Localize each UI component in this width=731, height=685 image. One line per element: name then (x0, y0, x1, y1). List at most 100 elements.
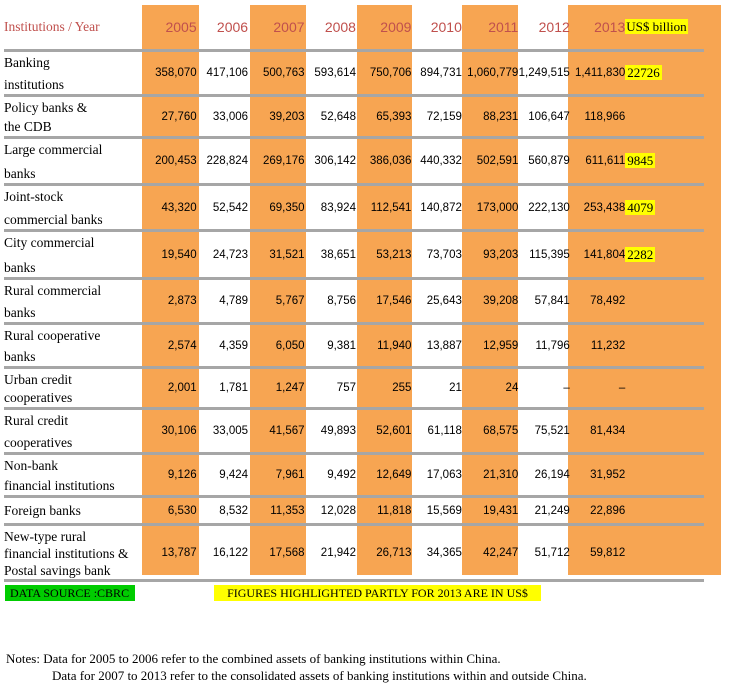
value-cell-2008: 12,028 (304, 496, 356, 526)
value-cell-2012: – (518, 367, 570, 410)
usd-cell (625, 278, 704, 325)
value-cell-2007: 269,176 (248, 137, 305, 186)
value-cell-2007: 6,050 (248, 323, 305, 369)
value-cell-2011: 1,060,779 (461, 49, 519, 97)
value-cell-2005: 43,320 (143, 184, 197, 232)
value-cell-2010: 25,643 (411, 278, 462, 325)
row-label: Rural commercial banks (4, 278, 144, 325)
year-2011: 2011 (488, 19, 519, 35)
row-label-line: financial institutions (4, 477, 115, 493)
row-label-line: Foreign banks (4, 503, 81, 518)
value-cell-2006: 24,723 (196, 230, 249, 280)
table-row: Urban credit cooperatives 2,001 1,781 1,247 7… (4, 367, 704, 410)
value-cell-2010: 72,159 (411, 95, 462, 139)
row-label-line: Non-bank (4, 457, 58, 473)
usd-cell: 9845 (625, 137, 704, 186)
value-cell-2013: – (569, 367, 626, 410)
row-label-line: banks (4, 348, 36, 364)
table-row: Rural commercial banks 2,873 4,789 5,767 8,75… (4, 278, 704, 325)
value-cell-2010: 440,332 (411, 137, 462, 186)
value-cell-2008: 49,893 (304, 408, 356, 455)
value-cell-2011: 88,231 (461, 95, 519, 139)
value-cell-2008: 9,492 (304, 453, 356, 498)
year-2006: 2006 (216, 19, 249, 35)
assets-table: Institutions / Year 2005 2006 2007 2008 … (4, 5, 704, 582)
value-cell-2005: 13,787 (143, 524, 197, 582)
row-label: Joint-stock commercial banks (4, 184, 144, 232)
value-cell-2007: 17,568 (248, 524, 305, 582)
table-row: Policy banks & the CDB 27,760 33,006 39,203 5… (4, 95, 704, 139)
value-cell-2009: 255 (355, 367, 412, 410)
value-cell-2013: 1,411,830 (569, 49, 626, 97)
value-cell-2010: 894,731 (411, 49, 462, 97)
value-cell-2013: 611,611 (569, 137, 626, 186)
row-label-line: the CDB (4, 118, 52, 134)
year-2008: 2008 (324, 19, 356, 35)
note-line-2: Data for 2007 to 2013 refer to the conso… (52, 668, 587, 683)
row-label: City commercial banks (4, 230, 144, 280)
row-label-line: financial institutions & (4, 545, 129, 561)
row-label: Rural credit cooperatives (4, 408, 144, 455)
row-label-line: City commercial (4, 234, 95, 250)
usd-cell (625, 95, 704, 139)
value-cell-2008: 52,648 (304, 95, 356, 139)
value-cell-2010: 21 (411, 367, 462, 410)
value-cell-2005: 2,001 (143, 367, 197, 410)
value-cell-2007: 1,247 (248, 367, 305, 410)
usd-value: 4079 (625, 199, 656, 215)
value-cell-2005: 2,574 (143, 323, 197, 369)
usd-cell (625, 453, 704, 498)
value-cell-2005: 9,126 (143, 453, 197, 498)
value-cell-2012: 106,647 (518, 95, 570, 139)
value-cell-2013: 118,966 (569, 95, 626, 139)
row-label: Policy banks & the CDB (4, 95, 144, 139)
data-source-label: DATA SOURCE :CBRC (5, 585, 135, 601)
value-cell-2010: 73,703 (411, 230, 462, 280)
header-institutions-year: Institutions / Year (4, 19, 100, 34)
row-label: Foreign banks (4, 496, 144, 526)
value-cell-2008: 757 (304, 367, 356, 410)
value-cell-2006: 417,106 (196, 49, 249, 97)
value-cell-2008: 21,942 (304, 524, 356, 582)
value-cell-2013: 81,434 (569, 408, 626, 455)
value-cell-2006: 16,122 (196, 524, 249, 582)
value-cell-2011: 39,208 (461, 278, 519, 325)
usd-cell (625, 524, 704, 582)
value-cell-2013: 31,952 (569, 453, 626, 498)
value-cell-2008: 9,381 (304, 323, 356, 369)
value-cell-2005: 27,760 (143, 95, 197, 139)
table-row: City commercial banks 19,540 24,723 31,521 38… (4, 230, 704, 280)
table-row: Large commercial banks 200,453 228,824 269,1… (4, 137, 704, 186)
row-label-line: banks (4, 259, 36, 275)
value-cell-2006: 4,359 (196, 323, 249, 369)
value-cell-2008: 83,924 (304, 184, 356, 232)
usd-header: US$ billion (625, 5, 704, 51)
value-cell-2005: 200,453 (143, 137, 197, 186)
value-cell-2011: 24 (461, 367, 519, 410)
value-cell-2006: 52,542 (196, 184, 249, 232)
row-label-line: Rural cooperative (4, 327, 101, 343)
header-row: Institutions / Year 2005 2006 2007 2008 … (4, 5, 704, 51)
usd-cell (625, 323, 704, 369)
value-cell-2012: 26,194 (518, 453, 570, 498)
value-cell-2013: 22,896 (569, 496, 626, 526)
usd-cell (625, 496, 704, 526)
value-cell-2006: 4,789 (196, 278, 249, 325)
usd-cell: 22726 (625, 49, 704, 97)
value-cell-2012: 560,879 (518, 137, 570, 186)
row-label-line: New-type rural (4, 528, 87, 544)
value-cell-2010: 34,365 (411, 524, 462, 582)
value-cell-2007: 5,767 (248, 278, 305, 325)
row-label: Non-bank financial institutions (4, 453, 144, 498)
value-cell-2012: 21,249 (518, 496, 570, 526)
row-label: Large commercial banks (4, 137, 144, 186)
value-cell-2011: 93,203 (461, 230, 519, 280)
value-cell-2007: 11,353 (248, 496, 305, 526)
year-2013: 2013 (594, 19, 626, 35)
value-cell-2009: 26,713 (355, 524, 412, 582)
value-cell-2007: 69,350 (248, 184, 305, 232)
value-cell-2010: 15,569 (411, 496, 462, 526)
value-cell-2012: 51,712 (518, 524, 570, 582)
row-label-line: Banking (4, 54, 50, 70)
highlight-note: FIGURES HIGHLIGHTED PARTLY FOR 2013 ARE … (214, 585, 541, 601)
